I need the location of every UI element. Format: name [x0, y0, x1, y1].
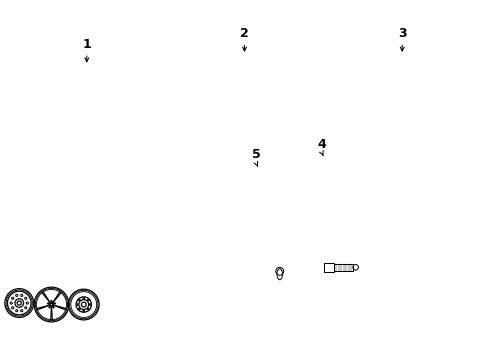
Text: 2: 2	[240, 27, 248, 40]
Text: 5: 5	[252, 148, 261, 162]
Text: 4: 4	[317, 138, 326, 151]
Text: 3: 3	[397, 27, 406, 40]
Text: 1: 1	[82, 38, 91, 51]
Bar	[334, 264, 352, 271]
Bar	[324, 263, 334, 271]
